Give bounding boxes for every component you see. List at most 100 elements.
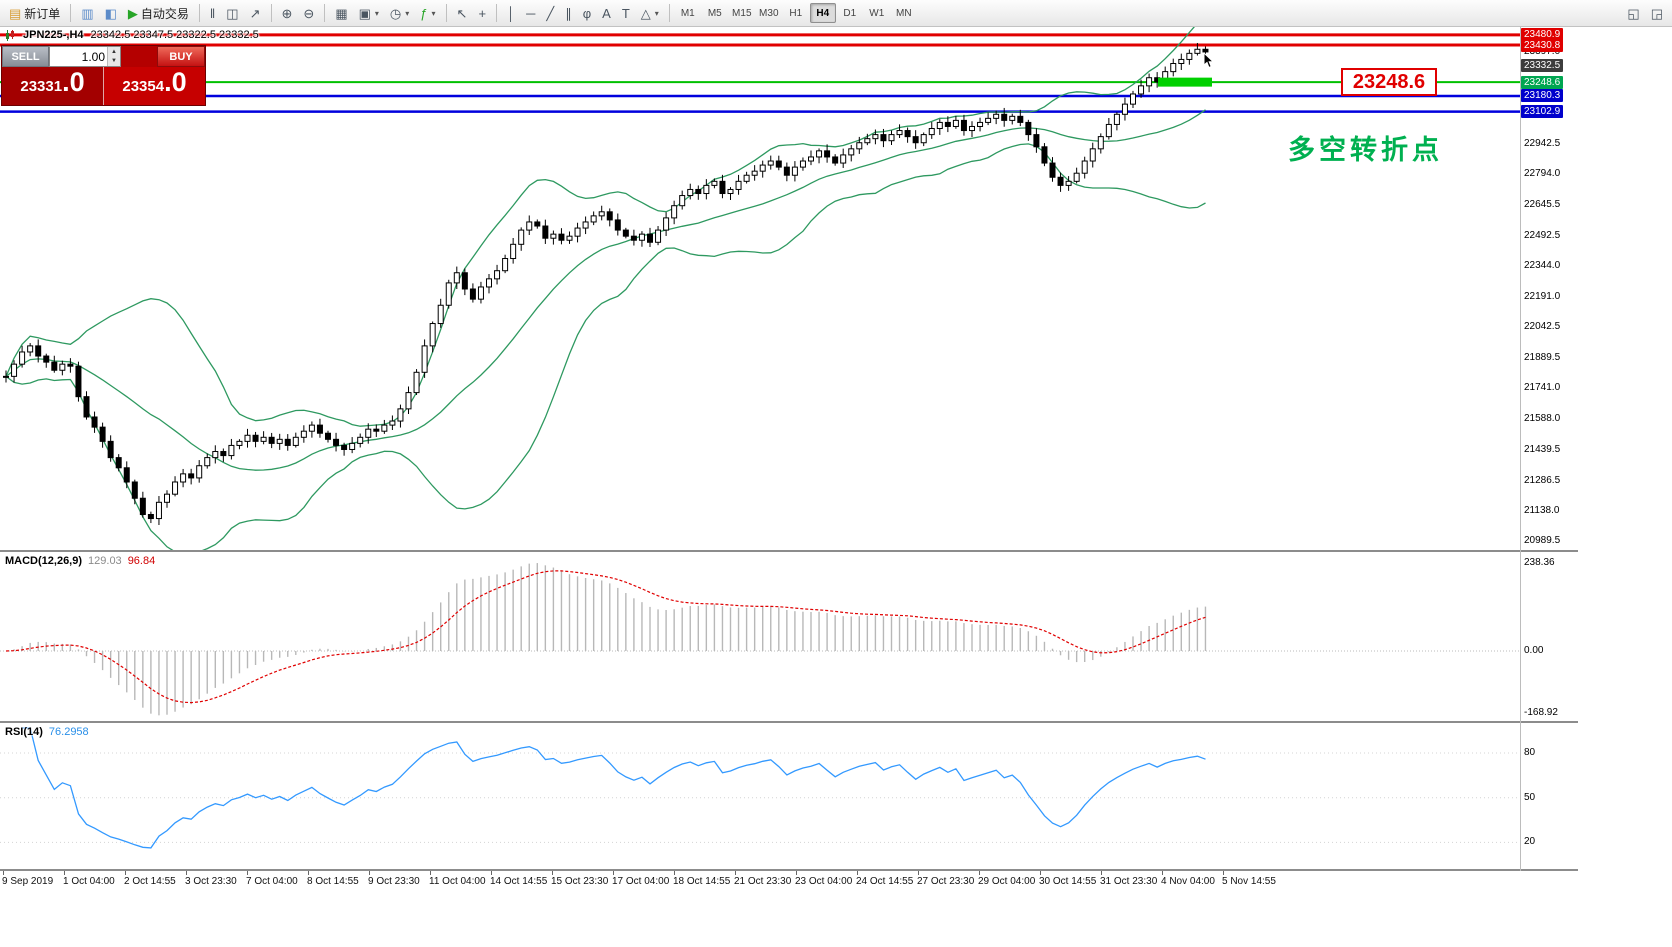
chart-profile-dropdown-icon: ▾	[405, 8, 410, 18]
chart-annotation-text[interactable]: 多空转折点	[1288, 135, 1443, 165]
macd-panel-canvas[interactable]	[0, 552, 1520, 721]
time-scale[interactable]: 9 Sep 2019 1 Oct 04:00 2 Oct 14:55 3 Oct 23…	[0, 871, 1578, 893]
time-tick	[430, 871, 431, 875]
navigator-button[interactable]: ◧	[100, 2, 122, 24]
vertical-line-button[interactable]: │	[502, 2, 520, 24]
cursor-icon: ↖	[456, 5, 468, 21]
price-chart-canvas[interactable]	[0, 27, 1520, 550]
candlestick-mode-button[interactable]: ◫	[221, 2, 243, 24]
crosshair-button[interactable]: +	[473, 2, 491, 24]
time-tick	[125, 871, 126, 875]
timeframe-m30-button[interactable]: M30	[756, 3, 782, 23]
time-label: 11 Oct 04:00	[429, 876, 486, 887]
toolbar-separator	[198, 4, 200, 22]
line-chart-mode-button[interactable]: ↗	[245, 2, 266, 24]
time-label: 17 Oct 04:00	[612, 876, 670, 887]
auto-trading-button[interactable]: ▶ 自动交易	[123, 2, 194, 24]
indicators-button[interactable]: ƒ ▾	[415, 2, 440, 24]
auto-trading-icon: ▶	[127, 5, 138, 21]
time-label: 5 Nov 14:55	[1222, 876, 1276, 887]
text-button[interactable]: A	[597, 2, 616, 24]
window-restore-button[interactable]: ◱	[1622, 2, 1644, 24]
spin-up-icon: ▲	[111, 48, 117, 55]
volume-increase-button[interactable]: ▲	[108, 47, 120, 57]
volume-input[interactable]	[50, 47, 107, 66]
zoom-out-icon: ⊖	[303, 5, 315, 21]
trendline-button[interactable]: ╱	[541, 2, 559, 24]
chart-symbol-label: JPN225-,H4	[23, 29, 84, 41]
panel-resize-handle[interactable]	[0, 550, 1578, 552]
spin-down-icon: ▼	[111, 58, 117, 65]
toolbar-separator	[70, 4, 72, 22]
time-label: 23 Oct 04:00	[795, 876, 853, 887]
volume-decrease-button[interactable]: ▼	[108, 56, 120, 66]
price-label-23332.5: 23332.5	[1521, 58, 1564, 72]
timeframe-d1-button[interactable]: D1	[837, 3, 863, 23]
toolbar-separator	[668, 4, 670, 22]
time-label: 31 Oct 23:30	[1100, 876, 1158, 887]
price-label: 22191.0	[1524, 290, 1561, 302]
chart-profile-button[interactable]: ◷ ▾	[385, 2, 414, 24]
text-icon: A	[602, 5, 611, 21]
zoom-in-button[interactable]: ⊕	[277, 2, 298, 24]
price-label: 21286.5	[1524, 474, 1561, 486]
timeframe-h4-button[interactable]: H4	[809, 3, 836, 23]
macd-name: MACD(12,26,9)	[5, 555, 83, 567]
time-tick	[796, 871, 797, 875]
timeframe-m15-button[interactable]: M15	[729, 3, 755, 23]
timeframe-h1-button[interactable]: H1	[783, 3, 809, 23]
new-chart-button[interactable]: ▣ ▾	[354, 2, 384, 24]
vertical-line-icon: │	[507, 5, 516, 21]
crosshair-icon: +	[478, 5, 487, 21]
window-new-button[interactable]: ◲	[1646, 2, 1668, 24]
timeframe-m5-button[interactable]: M5	[702, 3, 728, 23]
time-tick	[186, 871, 187, 875]
cursor-button[interactable]: ↖	[452, 2, 473, 24]
rsi-axis-label: 80	[1524, 747, 1536, 758]
tile-windows-button[interactable]: ▦	[330, 2, 352, 24]
rsi-panel-canvas[interactable]	[0, 723, 1520, 869]
macd-axis-label: 0.00	[1524, 645, 1544, 656]
timeframe-mn-button[interactable]: MN	[891, 3, 917, 23]
horizontal-line-button[interactable]: ─	[521, 2, 540, 24]
sell-button[interactable]: SELL	[2, 46, 49, 67]
line-chart-mode-icon: ↗	[249, 5, 261, 21]
bar-chart-mode-button[interactable]: ǁ	[205, 2, 220, 24]
time-tick	[918, 871, 919, 875]
time-tick	[64, 871, 65, 875]
macd-signal-value: 96.84	[127, 555, 156, 567]
indicators-dropdown-icon: ▾	[431, 8, 436, 18]
candlestick-mode-icon: ◫	[226, 5, 239, 21]
timeframe-m1-button[interactable]: M1	[675, 3, 701, 23]
price-label: 22344.0	[1524, 259, 1561, 271]
time-tick	[979, 871, 980, 875]
new-order-button[interactable]: ▤ 新订单	[4, 2, 65, 24]
sell-price[interactable]: 23331 .0	[2, 67, 104, 105]
buy-price-dec: .0	[164, 67, 187, 97]
navigator-icon: ◧	[104, 5, 117, 21]
fibonacci-retracement-button[interactable]: φ	[578, 2, 596, 24]
price-callout-label[interactable]: 23248.6	[1341, 68, 1437, 96]
macd-axis-label: 238.36	[1524, 557, 1555, 569]
timeframe-w1-button[interactable]: W1	[864, 3, 890, 23]
time-label: 7 Oct 04:00	[246, 876, 298, 887]
shapes-button[interactable]: △ ▾	[636, 2, 664, 24]
price-scale-divider	[1520, 27, 1521, 871]
buy-button[interactable]: BUY	[157, 46, 205, 67]
time-tick	[369, 871, 370, 875]
buy-price[interactable]: 23354 .0	[104, 67, 205, 105]
one-click-trade-panel: SELL ▲ ▼ BUY 23331 .0 23354 .0	[1, 45, 206, 106]
market-watch-button[interactable]: ▥	[76, 2, 98, 24]
equidistant-channel-button[interactable]: ∥	[560, 2, 577, 24]
price-label-23180.3: 23180.3	[1521, 89, 1564, 103]
panel-resize-handle[interactable]	[0, 869, 1578, 871]
window-new-icon: ◲	[1650, 5, 1663, 21]
price-label: 21138.0	[1524, 504, 1560, 516]
time-label: 18 Oct 14:55	[673, 876, 731, 887]
price-label: 22492.5	[1524, 229, 1561, 241]
zoom-out-button[interactable]: ⊖	[298, 2, 319, 24]
panel-resize-handle[interactable]	[0, 721, 1578, 723]
rsi-indicator-label: RSI(14) 76.2958	[5, 726, 89, 738]
time-tick	[552, 871, 553, 875]
text-label-button[interactable]: T	[617, 2, 635, 24]
